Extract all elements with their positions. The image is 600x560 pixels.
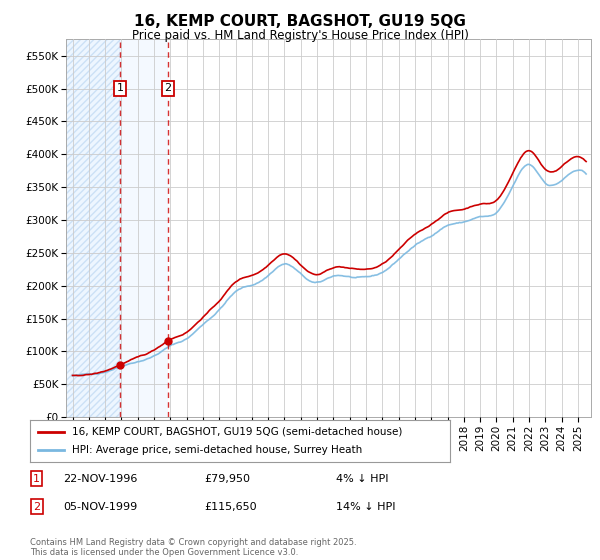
Bar: [66, 39, 120, 417]
Text: Price paid vs. HM Land Registry's House Price Index (HPI): Price paid vs. HM Land Registry's House …: [131, 29, 469, 42]
Text: £79,950: £79,950: [204, 474, 250, 484]
Text: 16, KEMP COURT, BAGSHOT, GU19 5QG (semi-detached house): 16, KEMP COURT, BAGSHOT, GU19 5QG (semi-…: [72, 427, 403, 437]
Text: 05-NOV-1999: 05-NOV-1999: [63, 502, 137, 512]
Text: 1: 1: [116, 83, 124, 94]
Text: 14% ↓ HPI: 14% ↓ HPI: [336, 502, 395, 512]
Text: Contains HM Land Registry data © Crown copyright and database right 2025.
This d: Contains HM Land Registry data © Crown c…: [30, 538, 356, 557]
Text: 2: 2: [33, 502, 40, 512]
Text: 2: 2: [164, 83, 172, 94]
Text: HPI: Average price, semi-detached house, Surrey Heath: HPI: Average price, semi-detached house,…: [72, 445, 362, 455]
Text: 4% ↓ HPI: 4% ↓ HPI: [336, 474, 389, 484]
Text: 22-NOV-1996: 22-NOV-1996: [63, 474, 137, 484]
Text: £115,650: £115,650: [204, 502, 257, 512]
Text: 16, KEMP COURT, BAGSHOT, GU19 5QG: 16, KEMP COURT, BAGSHOT, GU19 5QG: [134, 14, 466, 29]
Text: 1: 1: [33, 474, 40, 484]
Bar: [120, 39, 168, 417]
